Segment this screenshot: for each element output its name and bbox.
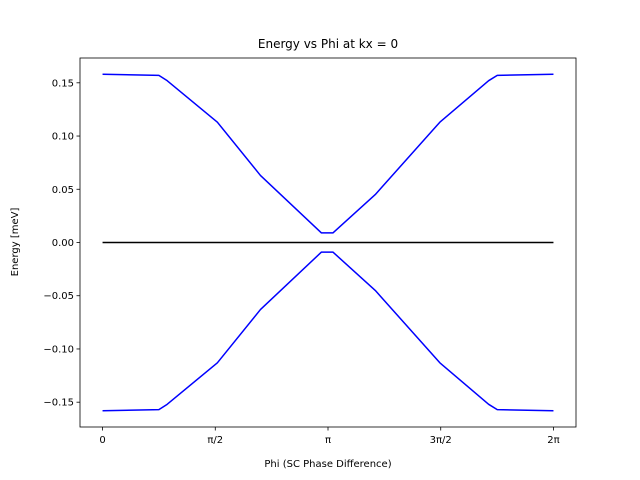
axes-layer: 0 π/2 π 3π/2 2π 0.15 0.10 0.05 0.00 −0.05 −0.10 −0.… bbox=[43, 57, 577, 446]
series-layer bbox=[102, 73, 554, 412]
x-tick-label-4: 2π bbox=[547, 435, 559, 446]
x-tick-label-3: 3π/2 bbox=[430, 435, 452, 446]
y-tick-label-4: −0.05 bbox=[43, 291, 74, 302]
y-tick-label-3: 0.00 bbox=[52, 238, 74, 249]
x-tick-label-1: π/2 bbox=[207, 435, 223, 446]
y-tick-label-5: −0.10 bbox=[43, 344, 74, 355]
y-tick-label-6: −0.15 bbox=[43, 398, 74, 409]
y-tick-label-2: 0.05 bbox=[52, 185, 74, 196]
y-tick-label-1: 0.10 bbox=[52, 132, 74, 143]
x-tick-label-2: π bbox=[325, 435, 331, 446]
series-line-1 bbox=[102, 251, 554, 412]
y-axis-label: Energy [meV] bbox=[10, 208, 21, 277]
x-axis-label: Phi (SC Phase Difference) bbox=[264, 459, 391, 470]
x-tick-label-0: 0 bbox=[99, 435, 105, 446]
chart-title: Energy vs Phi at kx = 0 bbox=[258, 37, 398, 51]
series-line-0 bbox=[102, 73, 554, 234]
y-tick-label-0: 0.15 bbox=[52, 78, 74, 89]
